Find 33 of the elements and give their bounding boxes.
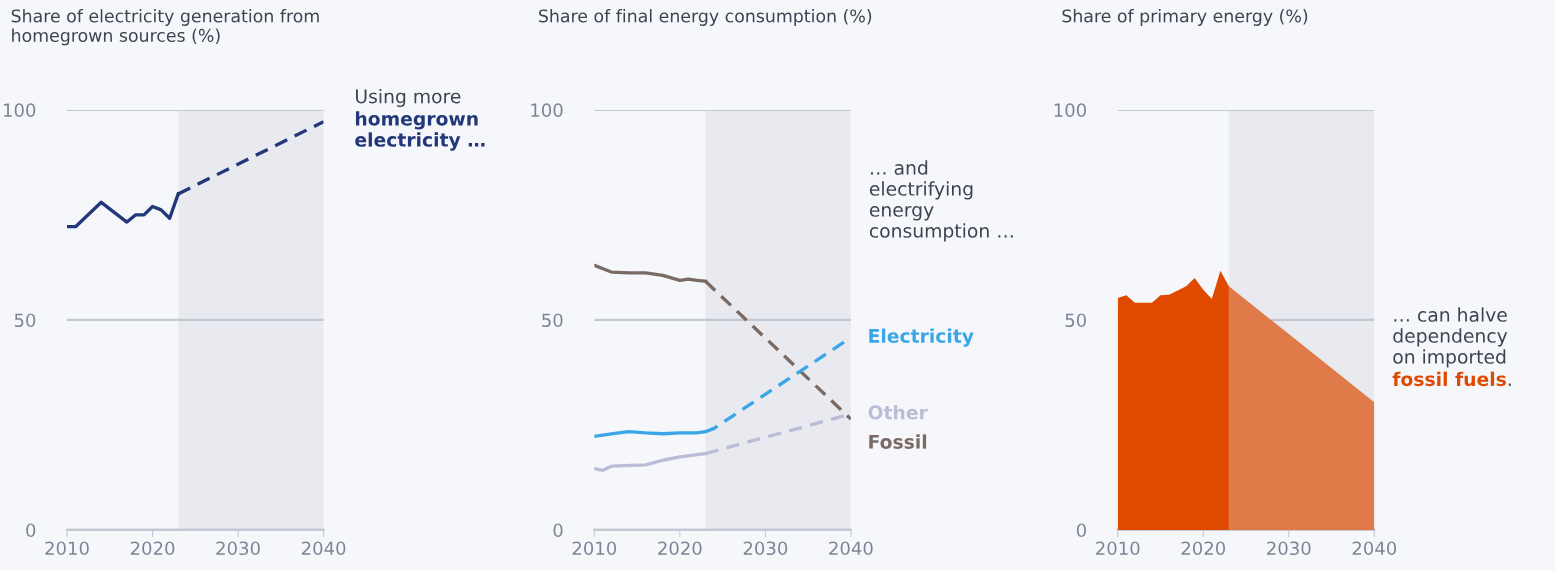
y-tick-label: 50 — [542, 313, 563, 328]
y-tick-label: 100 — [531, 103, 563, 118]
text: … and electrifying energy consumption … — [869, 160, 1013, 242]
y-tick-label: 0 — [553, 523, 563, 538]
series-label: Fossil — [869, 434, 927, 449]
series-label: Electricity — [869, 328, 974, 347]
text: … can halve dependency on imported — [1393, 307, 1508, 368]
x-tick-label: 2040 — [1352, 541, 1397, 556]
y-tick-label: 100 — [1054, 103, 1086, 118]
x-tick-label: 2040 — [301, 541, 346, 556]
x-tick-label: 2010 — [1096, 541, 1140, 556]
chart-title: Share of primary energy (%) — [1062, 9, 1308, 26]
y-tick-label: 0 — [26, 523, 36, 538]
x-tick-label: 2020 — [1181, 541, 1226, 556]
x-tick-label: 2010 — [572, 541, 617, 556]
x-tick-label: 2030 — [1267, 541, 1311, 556]
text: homegrown electricity … — [355, 111, 485, 151]
y-tick-label: 100 — [3, 103, 36, 118]
x-tick-label: 2010 — [45, 541, 89, 556]
x-tick-label: 2040 — [829, 541, 873, 556]
x-tick-label: 2030 — [216, 541, 260, 556]
x-tick-label: 2020 — [130, 541, 175, 556]
text: Using more — [356, 88, 461, 108]
series-label: Other — [868, 404, 928, 420]
text: . — [1508, 383, 1511, 386]
y-tick-label: 0 — [1076, 523, 1086, 538]
text: fossil fuels — [1392, 371, 1506, 387]
y-tick-label: 50 — [14, 313, 36, 328]
x-tick-label: 2020 — [658, 541, 702, 556]
chart-title: Share of electricity generation from homegrown sources (%) — [11, 9, 319, 46]
x-tick-label: 2030 — [743, 541, 788, 556]
chart-title: Share of final energy consumption (%) — [539, 9, 872, 26]
y-tick-label: 50 — [1065, 313, 1086, 328]
